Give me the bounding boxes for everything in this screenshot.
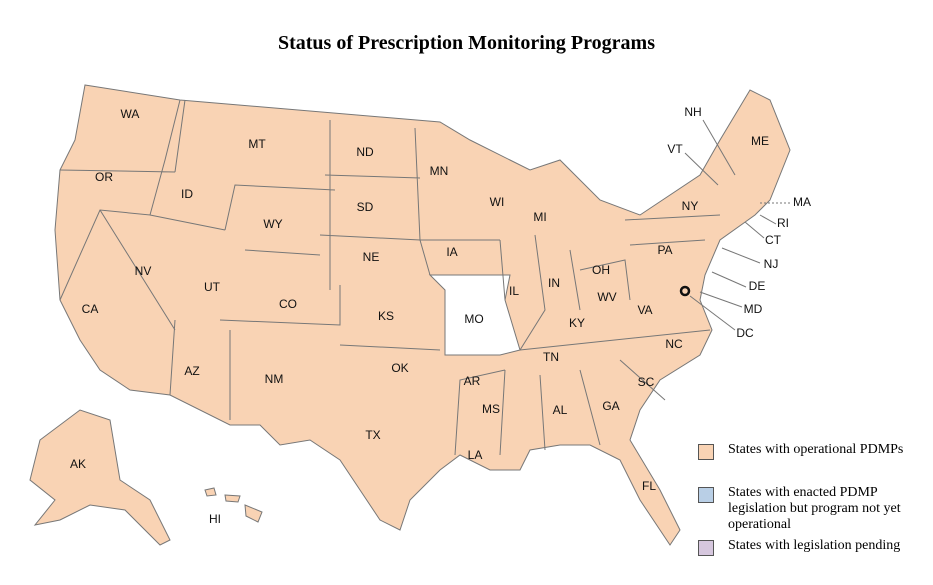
legend-label: States with legislation pending [728,538,901,553]
state-label: NY [682,199,699,213]
state-label: OH [592,263,610,277]
state-shape [428,274,521,356]
state-label: TX [365,428,380,442]
state-label: KY [569,316,585,330]
state-label: ID [181,187,193,201]
state-shape [29,409,171,546]
state-label: WV [597,290,616,304]
state-label: MA [793,195,811,209]
state-label: VT [667,142,683,156]
state-label: ME [751,134,769,148]
state-label: OK [391,361,408,375]
state-label: SC [638,375,655,389]
legend-item: States with enacted PDMP legislation but… [698,485,918,533]
state-label: NM [265,372,284,386]
state-label: WI [490,195,505,209]
state-label: KS [378,309,394,323]
legend-swatch [698,540,714,556]
state-label: DE [749,279,766,293]
legend-swatch [698,487,714,503]
dc-marker [679,285,691,297]
state-label: LA [468,448,483,462]
state-label: MN [430,164,449,178]
state-label: FL [642,479,656,493]
state-label: AL [553,403,568,417]
state-label: OR [95,170,113,184]
legend-item: States with legislation pending [698,538,918,556]
state-label: NH [684,105,701,119]
state-label: WY [263,217,282,231]
state-label: MD [744,302,763,316]
title: Status of Prescription Monitoring Progra… [277,32,655,54]
state-label: TN [543,350,559,364]
state-label: CA [82,302,99,316]
state-label: RI [777,216,789,230]
borders [59,99,721,456]
state-label: CO [279,297,297,311]
state-label: CT [765,233,782,247]
state-label: PA [657,243,672,257]
state-label: AR [464,374,481,388]
state-label: AK [70,457,86,471]
legend-label: States with enacted PDMP legislation but… [728,485,901,532]
state-label: HI [209,512,221,526]
state-label: IL [509,284,519,298]
state-label: MT [248,137,266,151]
state-label: VA [637,303,652,317]
state-label: SD [357,200,374,214]
state-label: MS [482,402,500,416]
state-label: AZ [184,364,199,378]
state-label: GA [602,399,619,413]
legend-swatch [698,444,714,460]
state-label: MI [533,210,546,224]
leader-lines [684,119,790,331]
legend-item: States with operational PDMPs [698,442,918,460]
state-label: NE [363,250,380,264]
state-label: UT [204,280,221,294]
legend-label: States with operational PDMPs [728,442,904,457]
us-outline [54,84,791,546]
state-label: WA [121,107,140,121]
state-label: NJ [764,257,779,271]
state-label: MO [464,312,483,326]
state-shape [204,487,263,523]
state-label: IA [446,245,457,259]
state-label: NC [665,337,683,351]
state-label: IN [548,276,560,290]
state-label: DC [736,326,754,340]
state-label: NV [135,264,152,278]
state-label: ND [356,145,374,159]
